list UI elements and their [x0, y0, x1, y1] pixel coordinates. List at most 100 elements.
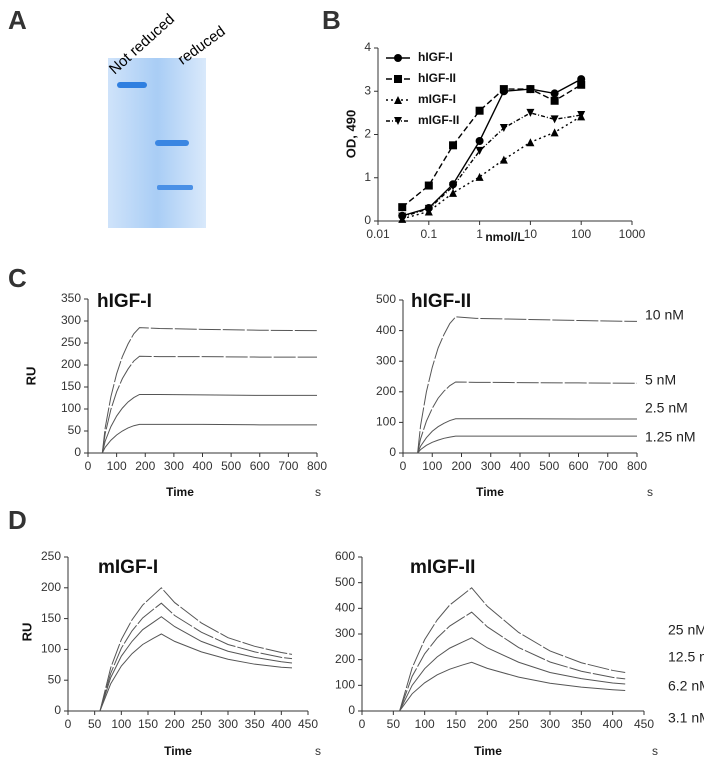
x-tick-label: 0 [400, 459, 407, 473]
y-axis-label: RU [19, 623, 34, 642]
marker [550, 128, 559, 137]
marker [550, 89, 559, 98]
y-tick-label: 250 [61, 335, 81, 349]
marker [449, 182, 458, 191]
x-tick-label: 300 [540, 717, 560, 731]
y-tick-label: 0 [74, 445, 81, 459]
y-tick-label: 300 [376, 353, 396, 367]
marker [475, 172, 484, 181]
marker [499, 85, 508, 94]
x-tick-label: 200 [477, 717, 497, 731]
series-line [99, 616, 293, 712]
marker [398, 212, 407, 221]
series-line [399, 611, 626, 712]
series-line [99, 602, 293, 712]
y-tick-label: 50 [68, 423, 82, 437]
marker [449, 188, 458, 197]
chart: 0 50 100 150 200 250 300 350 0 100 200 300 400 500 600… [23, 291, 327, 499]
y-tick-label: 100 [335, 678, 355, 692]
y-tick-label: 400 [335, 601, 355, 615]
series-line [101, 423, 317, 454]
y-tick-label: 500 [335, 575, 355, 589]
x-tick-label: 800 [307, 459, 327, 473]
y-tick-label: 500 [376, 292, 396, 306]
x-tick-label: 50 [88, 717, 102, 731]
x-axis-label: Time [474, 744, 502, 758]
x-tick-label: 600 [250, 459, 270, 473]
y-tick-label: 0 [54, 703, 61, 717]
series-label: 1.25 nM [645, 429, 696, 445]
panel-label: B [322, 5, 341, 35]
marker [526, 138, 535, 147]
series-line [101, 327, 318, 454]
series-line [399, 587, 626, 712]
x-axis-label: Time [476, 485, 504, 499]
series-line [417, 435, 637, 454]
y-axis-label: OD, 490 [343, 110, 358, 158]
x-tick-label: 0 [359, 717, 366, 731]
x-tick-label: 500 [221, 459, 241, 473]
y-tick-label: 300 [61, 313, 81, 327]
x-tick-label: 200 [451, 459, 471, 473]
y-tick-label: 200 [41, 580, 61, 594]
marker [449, 141, 458, 150]
x-tick-label: 300 [481, 459, 501, 473]
x-tick-label: 400 [603, 717, 623, 731]
chart: 0 1 2 3 4 0.01 0.1 1 10 100 1000 OD, 490 nmol/L hIGF-… [343, 40, 645, 244]
x-axis-unit: s [652, 744, 658, 758]
series-label: 3.1 nM [668, 710, 704, 726]
y-tick-label: 200 [335, 652, 355, 666]
marker [394, 117, 402, 125]
x-tick-label: 0.1 [420, 227, 437, 241]
x-axis-unit: s [315, 485, 321, 499]
y-tick-label: 150 [41, 611, 61, 625]
marker [577, 111, 586, 120]
y-tick-label: 1 [364, 170, 371, 184]
x-tick-label: 700 [278, 459, 298, 473]
x-axis-label: nmol/L [485, 230, 524, 244]
marker [394, 54, 402, 62]
series-line [402, 112, 582, 218]
y-tick-label: 4 [364, 40, 371, 54]
y-tick-label: 100 [41, 642, 61, 656]
series-label: 25 nM [668, 622, 704, 638]
x-tick-label: 400 [192, 459, 212, 473]
y-tick-label: 3 [364, 83, 371, 97]
x-tick-label: 200 [165, 717, 185, 731]
x-tick-label: 600 [568, 459, 588, 473]
x-tick-label: 450 [634, 717, 654, 731]
x-tick-label: 500 [539, 459, 559, 473]
series-line [101, 355, 317, 454]
x-tick-label: 450 [298, 717, 318, 731]
y-tick-label: 250 [41, 549, 61, 563]
y-tick-label: 150 [61, 379, 81, 393]
x-tick-label: 200 [135, 459, 155, 473]
y-tick-label: 0 [348, 703, 355, 717]
y-tick-label: 2 [364, 127, 371, 141]
series-label: 6.2 nM [668, 678, 704, 694]
series-line [399, 637, 626, 712]
x-axis-label: Time [166, 485, 194, 499]
x-tick-label: 400 [271, 717, 291, 731]
series-line [101, 393, 317, 454]
x-tick-label: 100 [111, 717, 131, 731]
marker [398, 203, 407, 212]
series-label: 12.5 nM [668, 649, 704, 665]
x-tick-label: 350 [571, 717, 591, 731]
x-tick-label: 10 [524, 227, 538, 241]
chart-title: mIGF-II [410, 557, 475, 578]
x-tick-label: 150 [446, 717, 466, 731]
series-label: 10 nM [645, 307, 684, 323]
y-tick-label: 350 [61, 291, 81, 305]
x-tick-label: 0.01 [366, 227, 390, 241]
x-axis-unit: s [647, 485, 653, 499]
y-tick-label: 100 [376, 415, 396, 429]
marker [499, 155, 508, 164]
y-tick-label: 200 [61, 357, 81, 371]
series-line [417, 381, 638, 454]
x-tick-label: 700 [598, 459, 618, 473]
legend-label: mIGF-I [418, 92, 456, 106]
x-tick-label: 150 [138, 717, 158, 731]
series-line [417, 316, 638, 454]
